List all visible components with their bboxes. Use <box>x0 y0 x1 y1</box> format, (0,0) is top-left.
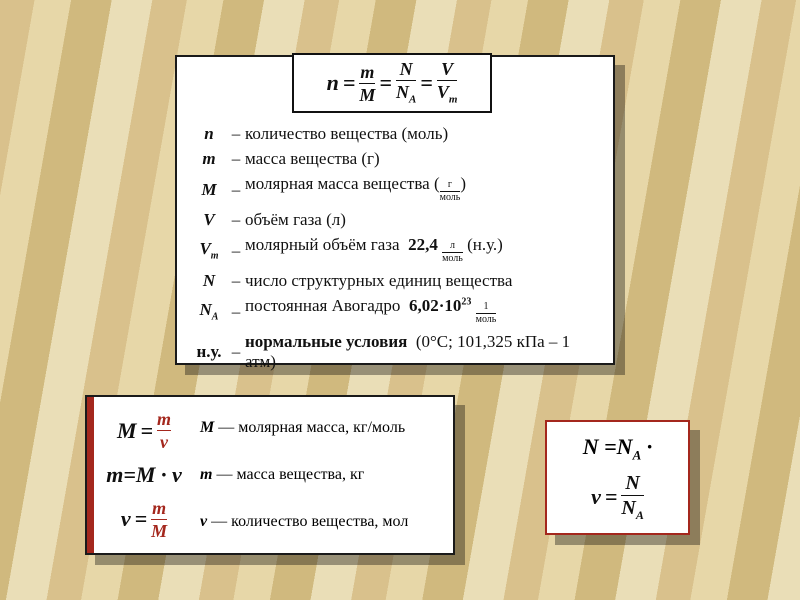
eq-mMv: m=M · v <box>106 462 181 488</box>
def-row: NA–постоянная Авогадро 6,02·1023 1моль <box>191 296 603 327</box>
main-definitions-card: n = mM = NNA = VVm n–количество вещества… <box>175 55 615 365</box>
eq-v-N-NA: v=NNA <box>591 473 644 521</box>
def-row: n–количество вещества (моль) <box>191 124 603 144</box>
def-row: V–объём газа (л) <box>191 210 603 230</box>
def-row: N–число структурных единиц вещества <box>191 271 603 291</box>
accent-stripe <box>87 397 94 553</box>
molar-mass-card: M=mv m=M · v v=mM M — молярная масса, кг… <box>85 395 455 555</box>
eq-lhs: n <box>327 70 339 96</box>
def-row: н.у.–нормальные условия (0°С; 101,325 кП… <box>191 332 603 372</box>
left-definitions: M — молярная масса, кг/моль m — масса ве… <box>194 397 453 553</box>
def-row: M–молярная масса вещества (гмоль) <box>191 174 603 205</box>
eq-f1d: M <box>359 86 375 104</box>
definitions-list: n–количество вещества (моль) m–масса вещ… <box>191 119 603 353</box>
eq-N-NA: N =NA · <box>583 434 652 463</box>
main-equation: n = mM = NNA = VVm <box>292 53 492 113</box>
def-row: m–масса вещества (г) <box>191 149 603 169</box>
def-row: Vm–молярный объём газа 22,4 лмоль (н.у.) <box>191 235 603 266</box>
avogadro-card: N =NA · v=NNA <box>545 420 690 535</box>
eq-f3n: V <box>441 60 453 78</box>
eq-f2n: N <box>400 60 413 78</box>
eq-f1n: m <box>360 63 374 81</box>
left-equations: M=mv m=M · v v=mM <box>94 397 194 553</box>
